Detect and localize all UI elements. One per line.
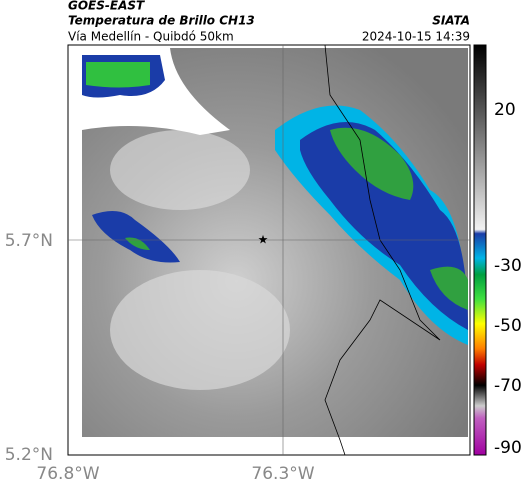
cloud xyxy=(110,270,290,390)
colorbar-tick: 20 xyxy=(494,100,516,120)
colorbar-tick: -30 xyxy=(494,256,522,276)
product: Temperatura de Brillo CH13 xyxy=(68,14,255,28)
cold-cloud xyxy=(300,122,468,330)
datetime: 2024-10-15 14:39 xyxy=(362,30,470,44)
colorbar-tick: -50 xyxy=(494,316,522,336)
lon-label: 76.8°W xyxy=(36,464,99,484)
lat-label: 5.7°N xyxy=(5,231,53,251)
cold-cloud xyxy=(330,127,414,200)
location-marker: ★ xyxy=(258,233,269,247)
colorbar-tick: -90 xyxy=(494,438,522,458)
route: Vía Medellín - Quibdó 50km xyxy=(68,30,234,44)
colorbar-tick: -70 xyxy=(494,376,522,396)
satellite: GOES-EAST xyxy=(68,0,145,13)
cold-cloud xyxy=(430,266,468,310)
cold-cloud xyxy=(86,62,150,88)
cloud xyxy=(110,130,250,210)
border xyxy=(324,44,441,456)
cold-cloud xyxy=(125,237,150,250)
source: SIATA xyxy=(432,14,470,28)
lat-label: 5.2°N xyxy=(5,445,53,465)
lon-label: 76.3°W xyxy=(251,464,314,484)
cold-cloud xyxy=(92,211,180,263)
colorbar xyxy=(473,44,487,456)
